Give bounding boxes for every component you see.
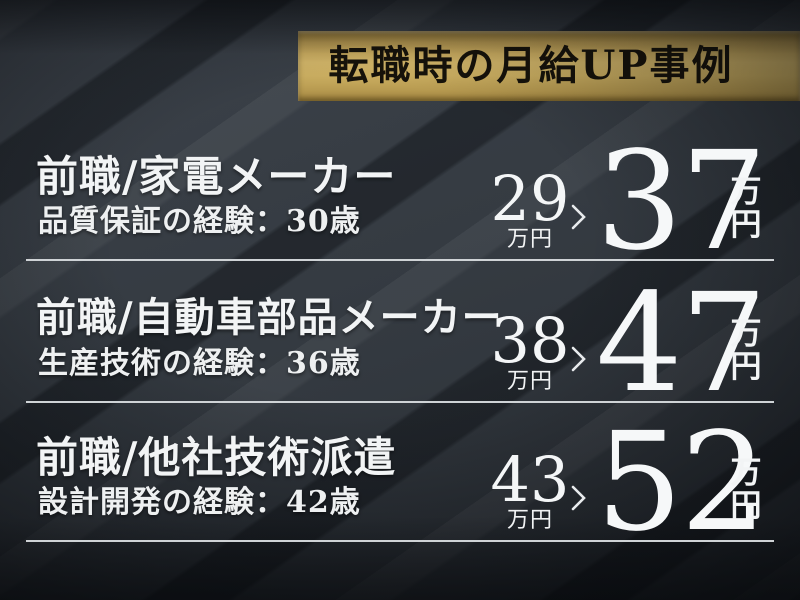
experience-label: 品質保証の経験：30歳 — [38, 204, 361, 239]
case-row: 前職/他社技術派遣 設計開発の経験：42歳 43 万円 52 万円 — [0, 415, 800, 551]
divider — [26, 540, 774, 542]
chevron-right-icon — [571, 204, 586, 230]
salary-before: 29 万円 — [484, 162, 576, 251]
experience-label: 設計開発の経験：42歳 — [38, 485, 361, 520]
salary-before-value: 29 — [490, 162, 570, 235]
case-row: 前職/自動車部品メーカー 生産技術の経験：36歳 38 万円 47 万円 — [0, 276, 800, 412]
divider — [26, 401, 774, 403]
page-title: 転職時の月給UP事例 — [328, 42, 734, 89]
divider — [26, 259, 774, 261]
title-banner: 転職時の月給UP事例 — [298, 31, 800, 101]
previous-job-label: 前職/家電メーカー — [36, 152, 397, 201]
salary-before-value: 43 — [490, 443, 570, 516]
previous-job-label: 前職/他社技術派遣 — [36, 433, 397, 482]
salary-before-value: 38 — [490, 304, 570, 377]
experience-label: 生産技術の経験：36歳 — [38, 346, 361, 381]
case-row: 前職/家電メーカー 品質保証の経験：30歳 29 万円 37 万円 — [0, 134, 800, 270]
salary-after-unit: 万円 — [730, 316, 762, 386]
salary-before: 38 万円 — [484, 304, 576, 393]
salary-after-unit: 万円 — [730, 455, 762, 525]
chevron-right-icon — [571, 346, 586, 372]
previous-job-label: 前職/自動車部品メーカー — [36, 294, 503, 341]
chevron-right-icon — [571, 485, 586, 511]
salary-before: 43 万円 — [484, 443, 576, 532]
salary-after-unit: 万円 — [730, 174, 762, 244]
